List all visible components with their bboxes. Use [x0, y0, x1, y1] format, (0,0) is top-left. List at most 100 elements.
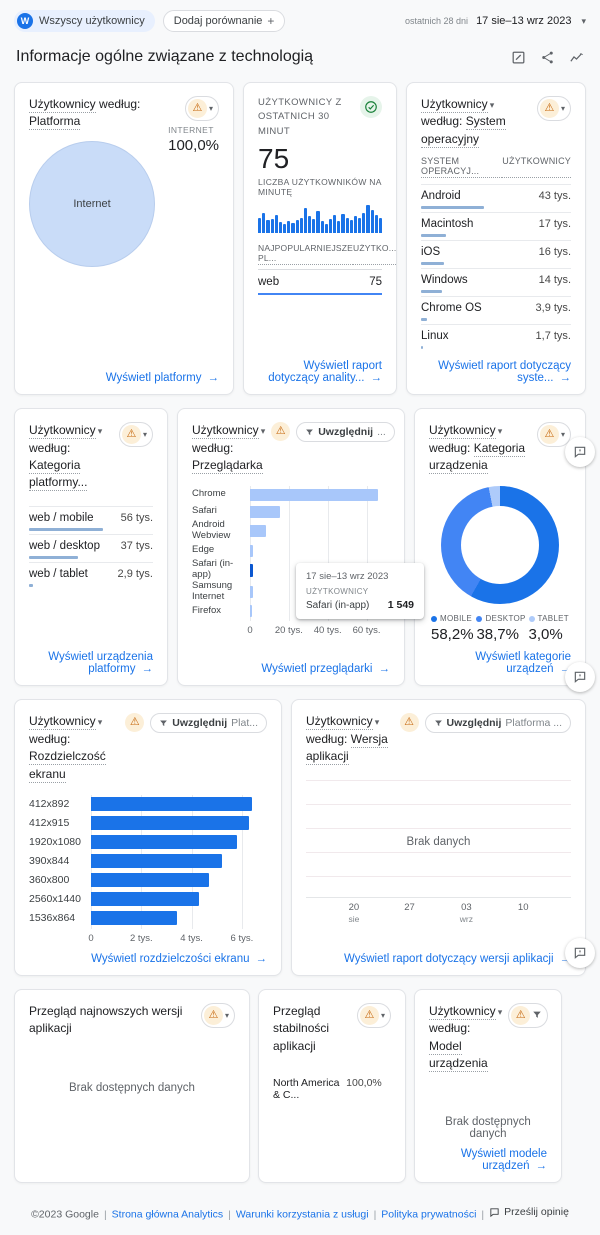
view-realtime-report-link[interactable]: Wyświetl raport dotyczący anality... → — [268, 360, 382, 385]
date-range-picker[interactable]: ostatnich 28 dni 17 sie–13 wrz 2023 ▾ — [405, 15, 586, 27]
table-row[interactable]: Android 43 tys. — [421, 184, 571, 212]
view-app-version-report-link[interactable]: Wyświetl raport dotyczący wersji aplikac… — [306, 945, 571, 965]
add-comparison-chip[interactable]: Dodaj porównanie + — [162, 10, 286, 32]
funnel-icon — [533, 1012, 541, 1019]
arrow-right-icon: → — [207, 372, 220, 385]
bar-row[interactable]: Samsung Internet — [192, 580, 386, 603]
view-platform-devices-link[interactable]: Wyświetl urządzenia platformy → — [48, 651, 153, 676]
data-quality-warning[interactable]: ⚠ ▾ — [536, 96, 571, 121]
users-per-minute-sparkline[interactable] — [258, 204, 383, 233]
sparkline-bar — [303, 208, 308, 233]
share-button[interactable] — [540, 50, 555, 65]
table-row[interactable]: web / desktop 37 tys. — [29, 533, 153, 562]
top-bar: W Wszyscy użytkownicy Dodaj porównanie +… — [14, 8, 586, 34]
card-title-resolution[interactable]: Użytkownicy ▾ według: Rozdzielczość ekran… — [29, 714, 106, 783]
realtime-table-header: NAJPOPULARNIEJSZE PL... UŻYTKO... — [258, 243, 397, 270]
table-row[interactable]: web / mobile 56 tys. — [29, 505, 153, 534]
sparkline-bar — [287, 221, 291, 233]
stability-table: North America & C... 100,0% — [273, 1055, 391, 1101]
data-quality-warning[interactable]: ⚠ ▾ — [184, 96, 219, 121]
bar-row[interactable]: Firefox — [192, 603, 386, 620]
view-os-report-link[interactable]: Wyświetl raport dotyczący syste... → — [438, 360, 571, 385]
bar-row[interactable]: Safari — [192, 503, 386, 520]
bar-row[interactable]: 1536x864 — [29, 909, 257, 928]
bar-row[interactable]: 2560x1440 — [29, 890, 257, 909]
sparkline-bar — [378, 218, 383, 233]
users-per-minute-label: LICZBA UŻYTKOWNIKÓW NA MINUTĘ — [258, 176, 382, 197]
bar-row[interactable]: Safari (in-app) — [192, 558, 386, 581]
sparkline-bar — [349, 220, 353, 233]
browser-bar-chart[interactable]: Chrome Safari Android Webview — [192, 486, 424, 637]
bar-row[interactable]: 1920x1080 — [29, 833, 257, 852]
card-title-device-model[interactable]: Użytkownicy ▾ według: Model urządzenia — [429, 1003, 503, 1073]
feedback-button[interactable] — [565, 662, 595, 692]
table-row[interactable]: iOS 16 tys. — [421, 240, 571, 268]
table-row[interactable]: Windows 14 tys. — [421, 268, 571, 296]
send-feedback-link[interactable]: Prześlij opinię — [489, 1206, 569, 1218]
view-device-models-link[interactable]: Wyświetl modele urządzeń → — [460, 1148, 547, 1173]
legend-item[interactable]: DESKTOP 38,7% — [476, 614, 526, 644]
include-filter-chip[interactable]: Uwzględnij Plat... — [150, 713, 267, 734]
data-quality-warning[interactable]: ⚠ — [508, 1002, 549, 1028]
data-quality-warning[interactable]: ⚠ ▾ — [200, 1002, 235, 1028]
table-row[interactable]: web / tablet 2,9 tys. — [29, 561, 153, 590]
no-data-text: Brak dostępnych danych — [69, 1081, 195, 1094]
chevron-down-icon: ▾ — [497, 1006, 503, 1017]
feedback-button[interactable] — [565, 938, 595, 968]
bar-row[interactable]: 390x844 — [29, 852, 257, 871]
include-filter-chip[interactable]: Uwzględnij Platforma ... — [424, 713, 571, 734]
data-quality-warning[interactable]: ⚠ ▾ — [118, 422, 153, 448]
card-title-browser[interactable]: Użytkownicy ▾ według: Przeglądarka — [192, 423, 266, 474]
value-bar — [91, 892, 200, 907]
axis-tick: 27 — [404, 901, 415, 913]
insights-button[interactable] — [569, 50, 584, 65]
bar-row[interactable]: 412x892 — [29, 795, 257, 814]
view-resolutions-link[interactable]: Wyświetl rozdzielczości ekranu → — [91, 952, 267, 965]
view-platforms-link[interactable]: Wyświetl platformy → — [105, 372, 220, 385]
chevron-down-icon: ▾ — [560, 104, 565, 113]
table-row[interactable]: Linux 1,7 tys. — [421, 324, 571, 352]
warning-icon[interactable]: ⚠ — [125, 713, 145, 733]
bar-row[interactable]: 360x800 — [29, 871, 257, 890]
feedback-button[interactable] — [565, 437, 595, 467]
table-row[interactable]: web 75 — [258, 270, 382, 295]
card-title-platform[interactable]: Użytkownicy według: Platforma — [29, 97, 141, 131]
value-bar — [250, 525, 267, 538]
analytics-home-link[interactable]: Strona główna Analytics — [111, 1208, 224, 1221]
sparkline-bar — [353, 215, 358, 233]
warning-icon[interactable]: ⚠ — [271, 422, 291, 442]
sparkline-bar — [266, 220, 270, 233]
audience-chip[interactable]: W Wszyscy użytkownicy — [14, 10, 155, 32]
card-title-app-version[interactable]: Użytkownicy ▾ według: Wersja aplikacji — [306, 714, 388, 766]
sparkline-bar — [341, 213, 345, 233]
value-bar — [421, 206, 484, 210]
card-title-platform-category[interactable]: Użytkownicy ▾ według: Kategoria platformy… — [29, 423, 103, 492]
include-filter-chip[interactable]: Uwzględnij... — [296, 422, 395, 443]
data-quality-warning[interactable]: ⚠ ▾ — [356, 1002, 391, 1028]
view-browsers-link[interactable]: Wyświetl przeglądarki → — [261, 663, 390, 676]
table-row[interactable]: Chrome OS 3,9 tys. — [421, 296, 571, 324]
card-title-os[interactable]: Użytkownicy ▾ według: System operacyjny — [421, 97, 506, 148]
platform-pie-chart[interactable]: Internet — [29, 140, 155, 267]
bar-row[interactable]: 412x915 — [29, 814, 257, 833]
warning-icon[interactable]: ⚠ — [399, 713, 419, 733]
device-category-donut-chart[interactable] — [441, 486, 559, 605]
terms-link[interactable]: Warunki korzystania z usługi — [235, 1208, 369, 1221]
customize-report-button[interactable] — [511, 50, 526, 65]
resolution-bar-chart[interactable]: 412x892 412x915 1920x1080 — [29, 794, 267, 945]
bar-row[interactable]: Edge — [192, 542, 386, 559]
view-device-categories-link[interactable]: Wyświetl kategorie urządzeń → — [475, 651, 571, 676]
sparkline-bar — [299, 218, 303, 233]
card-title-device-category[interactable]: Użytkownicy ▾ według: Kategoria urządzeni… — [429, 423, 526, 474]
sparkline-bar — [324, 223, 328, 233]
table-row[interactable]: Macintosh 17 tys. — [421, 212, 571, 240]
page-footer: ©2023 Google | Strona główna Analytics | War… — [31, 1206, 569, 1221]
sparkline-bar — [283, 224, 287, 233]
privacy-link[interactable]: Polityka prywatności — [381, 1208, 477, 1221]
bar-row[interactable]: Android Webview — [192, 519, 386, 542]
table-row[interactable]: North America & C... 100,0% — [273, 1077, 382, 1102]
data-quality-warning[interactable]: ⚠ ▾ — [536, 422, 571, 448]
legend-item[interactable]: TABLET 3,0% — [528, 614, 569, 644]
bar-row[interactable]: Chrome — [192, 486, 386, 503]
legend-item[interactable]: MOBILE 58,2% — [431, 614, 474, 644]
